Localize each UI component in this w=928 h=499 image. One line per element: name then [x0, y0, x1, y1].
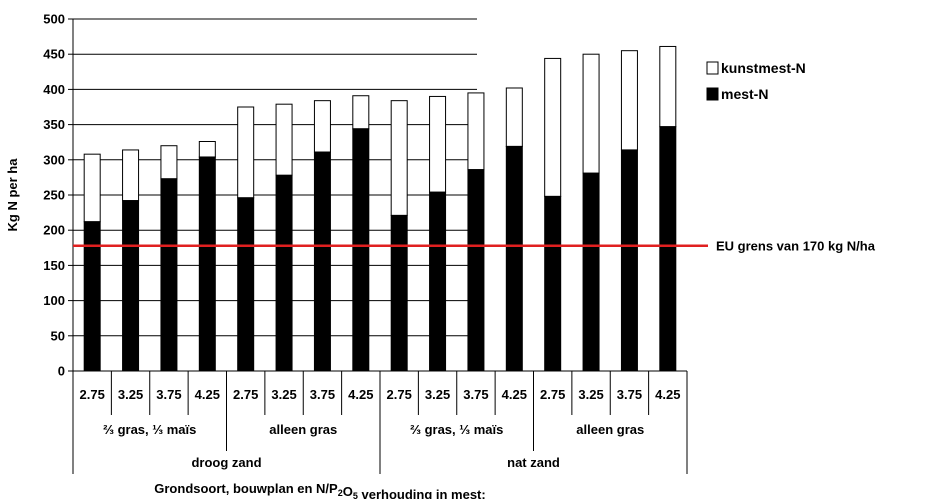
bar-kunstmest-n [122, 149, 140, 202]
y-tick-label: 400 [43, 82, 65, 97]
x-subgroup-label: alleen gras [576, 422, 644, 437]
bar-kunstmest-n [275, 103, 293, 176]
bar-mest-n [429, 191, 447, 372]
x-category-label: 2.75 [540, 387, 565, 402]
bars [83, 45, 677, 372]
x-axis-title: Grondsoort, bouwplan en N/P2O5 verhoudin… [154, 481, 485, 499]
bar-kunstmest-n [659, 45, 677, 128]
x-subgroup-label: ⅔ gras, ⅓ maïs [410, 422, 503, 437]
bar-kunstmest-n [352, 95, 370, 130]
bar-kunstmest-n [429, 95, 447, 193]
bar-kunstmest-n [160, 145, 178, 180]
x-category-label: 4.25 [195, 387, 220, 402]
bar-kunstmest-n [83, 153, 101, 223]
y-tick-label: 100 [43, 293, 65, 308]
x-category-label: 3.75 [156, 387, 181, 402]
x-category-label: 3.25 [118, 387, 143, 402]
bar-mest-n [122, 200, 140, 372]
y-tick-label: 350 [43, 117, 65, 132]
bar-kunstmest-n [467, 92, 485, 171]
legend-label: mest-N [721, 86, 768, 102]
bar-mest-n [313, 151, 331, 372]
x-group-label: nat zand [507, 455, 560, 470]
x-category-label: 4.25 [348, 387, 373, 402]
x-category-label: 3.75 [617, 387, 642, 402]
x-axis-categories: 2.75 3.25 3.75 4.25 2.75 3.25 3.75 4.25 2.75 3.25… [72, 371, 688, 474]
bar-mest-n [582, 172, 600, 372]
bar-kunstmest-n [313, 100, 331, 153]
bar-kunstmest-n [198, 140, 216, 158]
bar-mest-n [275, 174, 293, 372]
y-tick-label: 500 [43, 12, 65, 27]
legend: kunstmest-N mest-N [706, 60, 806, 102]
bar-mest-n [467, 169, 485, 372]
bar-mest-n [390, 214, 408, 372]
y-axis-title: Kg N per ha [5, 158, 20, 232]
bar-mest-n [544, 195, 562, 372]
bar-kunstmest-n [544, 57, 562, 197]
bar-mest-n [83, 221, 101, 372]
y-tick-label: 450 [43, 47, 65, 62]
x-category-label: 4.25 [655, 387, 680, 402]
x-category-label: 2.75 [80, 387, 105, 402]
bar-mest-n [237, 197, 255, 372]
y-tick-label: 150 [43, 258, 65, 273]
bar-mest-n [659, 126, 677, 372]
y-tick-label: 0 [58, 364, 65, 379]
bar-kunstmest-n [237, 106, 255, 199]
bar-kunstmest-n [390, 100, 408, 216]
bar-kunstmest-n [620, 50, 638, 151]
bar-mest-n [198, 156, 216, 372]
x-category-label: 4.25 [502, 387, 527, 402]
x-group-label: droog zand [191, 455, 261, 470]
x-category-label: 2.75 [387, 387, 412, 402]
bar-kunstmest-n [505, 87, 523, 147]
bar-mest-n [620, 149, 638, 372]
y-axis-ticks: 0 50 100 150 200 250 300 350 400 450 500 [43, 12, 73, 379]
x-category-label: 3.75 [463, 387, 488, 402]
reference-line-label: EU grens van 170 kg N/ha [716, 239, 876, 254]
y-tick-label: 300 [43, 152, 65, 167]
x-subgroup-label: ⅔ gras, ⅓ maïs [103, 422, 196, 437]
legend-swatch [706, 87, 719, 101]
x-category-label: 3.25 [578, 387, 603, 402]
y-tick-label: 250 [43, 188, 65, 203]
legend-label: kunstmest-N [721, 60, 806, 76]
reference-line-group: EU grens van 170 kg N/ha [73, 239, 876, 254]
x-category-label: 3.75 [310, 387, 335, 402]
x-category-label: 3.25 [425, 387, 450, 402]
y-tick-label: 50 [51, 328, 65, 343]
x-category-label: 3.25 [271, 387, 296, 402]
grid-lines [73, 18, 477, 337]
x-category-label: 2.75 [233, 387, 258, 402]
bar-mest-n [352, 128, 370, 372]
x-subgroup-label: alleen gras [269, 422, 337, 437]
y-tick-label: 200 [43, 223, 65, 238]
bar-kunstmest-n [582, 53, 600, 174]
bar-mest-n [505, 145, 523, 372]
bar-mest-n [160, 178, 178, 372]
legend-swatch [706, 61, 719, 75]
